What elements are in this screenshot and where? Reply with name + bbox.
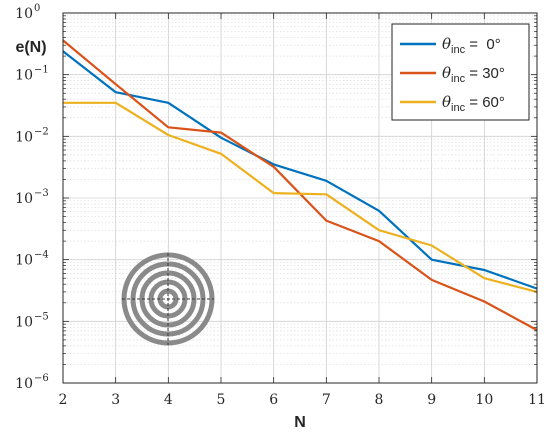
x-tick-label: 6 [269,392,278,408]
y-tick-exponent: −2 [34,126,49,137]
y-tick-label: 10 [15,68,33,84]
x-tick-label: 9 [427,392,436,408]
y-tick-label: 10 [15,376,33,392]
y-tick-exponent: −3 [34,188,49,199]
x-tick-label: 7 [322,392,331,408]
x-tick-label: 3 [111,392,120,408]
legend-subscript: inc [451,44,466,56]
y-tick-exponent: −5 [34,311,49,322]
legend-entry: θinc = 30° [442,64,505,85]
x-tick-label: 5 [217,392,226,408]
x-tick-label: 2 [59,392,68,408]
series-line-3 [63,101,538,293]
x-tick-label: 4 [164,392,173,408]
legend-symbol: θ [442,64,451,82]
concentric-rings-icon [121,252,215,346]
y-tick-exponent: −6 [34,373,49,384]
legend-entry: θinc = 0° [442,35,501,56]
y-tick-label: 10 [15,129,33,145]
y-tick-exponent: −4 [34,250,49,261]
legend-value: = 30° [465,65,505,82]
series-line-1 [62,50,538,290]
tick-marks [62,12,538,384]
y-tick-label: 10 [15,314,33,330]
y-tick-label: 10 [15,6,33,22]
x-tick-label: 10 [475,392,493,408]
legend-entry: θinc = 60° [442,93,505,114]
legend: θinc = 0°θinc = 30°θinc = 60° [391,23,530,121]
x-tick-label: 8 [375,392,384,408]
legend-symbol: θ [442,35,451,53]
y-tick-label: 10 [15,253,33,269]
y-tick-exponent: −1 [34,65,49,76]
x-tick-label: 11 [528,392,546,408]
legend-subscript: inc [451,102,466,114]
legend-subscript: inc [451,73,466,85]
legend-symbol: θ [442,93,451,111]
y-tick-exponent: 0 [34,3,40,14]
x-axis-title: N [294,414,306,431]
legend-value: = 0° [465,36,501,53]
legend-value: = 60° [465,94,505,111]
series-lines [62,39,538,332]
y-tick-label: 10 [15,191,33,207]
y-axis-title: e(N) [15,39,46,56]
x-tick-labels: 2 3 4 5 6 7 8 9 10 11 [59,392,546,408]
